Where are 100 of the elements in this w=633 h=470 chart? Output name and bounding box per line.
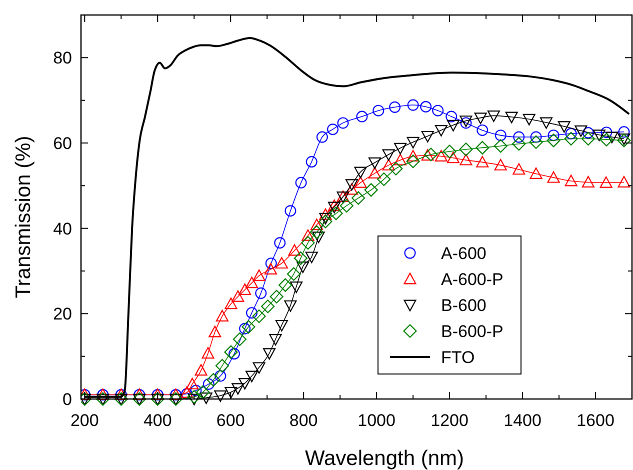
point bbox=[224, 345, 238, 359]
point bbox=[420, 100, 432, 112]
point bbox=[288, 244, 301, 256]
point bbox=[196, 385, 210, 399]
point bbox=[505, 112, 518, 124]
point bbox=[618, 126, 630, 138]
point bbox=[494, 158, 507, 170]
point bbox=[284, 205, 296, 217]
point bbox=[252, 362, 266, 374]
point bbox=[512, 137, 526, 151]
point bbox=[319, 212, 332, 224]
point bbox=[574, 125, 588, 137]
point bbox=[434, 124, 448, 136]
point bbox=[286, 267, 301, 281]
point bbox=[310, 225, 324, 239]
point bbox=[432, 104, 444, 116]
point bbox=[592, 130, 606, 142]
point bbox=[406, 154, 420, 168]
point bbox=[421, 130, 434, 142]
point bbox=[238, 284, 252, 296]
point bbox=[582, 127, 594, 139]
point bbox=[306, 156, 318, 168]
point bbox=[406, 150, 420, 162]
point bbox=[424, 148, 438, 162]
point bbox=[564, 132, 578, 146]
point bbox=[202, 378, 214, 390]
y-axis-title: Transmission (%) bbox=[12, 136, 35, 298]
point bbox=[187, 390, 201, 404]
point bbox=[278, 278, 292, 292]
point bbox=[606, 132, 618, 144]
x-tick-label: 400 bbox=[143, 411, 172, 430]
point bbox=[600, 176, 612, 188]
point bbox=[581, 132, 595, 146]
point bbox=[265, 258, 277, 270]
point bbox=[206, 373, 220, 387]
point bbox=[224, 386, 238, 398]
point bbox=[600, 132, 614, 146]
point bbox=[327, 124, 339, 136]
point bbox=[318, 214, 332, 228]
point bbox=[295, 176, 307, 188]
point bbox=[316, 131, 328, 143]
point bbox=[407, 99, 419, 111]
point bbox=[246, 307, 258, 319]
point bbox=[564, 174, 578, 186]
point bbox=[263, 348, 276, 360]
y-tick-label: 40 bbox=[53, 219, 72, 238]
point bbox=[255, 287, 267, 299]
point bbox=[345, 183, 358, 195]
point bbox=[459, 142, 473, 156]
point bbox=[476, 140, 490, 154]
legend-label: B-600 bbox=[441, 296, 486, 315]
x-tick-label: 1600 bbox=[576, 411, 614, 430]
point bbox=[328, 199, 341, 211]
point bbox=[394, 142, 407, 154]
point bbox=[186, 378, 199, 390]
x-tick-label: 800 bbox=[289, 411, 318, 430]
point bbox=[494, 130, 506, 142]
point bbox=[354, 166, 367, 178]
point bbox=[421, 149, 434, 161]
point bbox=[194, 364, 208, 376]
point bbox=[512, 163, 526, 175]
point bbox=[356, 110, 368, 122]
point bbox=[188, 394, 200, 406]
point bbox=[394, 154, 407, 166]
point bbox=[275, 320, 288, 332]
point bbox=[540, 117, 553, 129]
point bbox=[305, 252, 318, 264]
point bbox=[329, 206, 343, 220]
point bbox=[530, 131, 542, 143]
point bbox=[290, 282, 303, 294]
point bbox=[239, 322, 251, 334]
point bbox=[406, 136, 420, 148]
point bbox=[274, 237, 286, 249]
point bbox=[214, 370, 226, 382]
point bbox=[319, 208, 332, 220]
point bbox=[446, 110, 458, 122]
x-tick-label: 200 bbox=[70, 411, 99, 430]
point bbox=[565, 128, 577, 140]
point bbox=[208, 326, 222, 338]
point bbox=[216, 310, 228, 322]
point bbox=[513, 131, 525, 143]
point bbox=[190, 384, 202, 396]
point bbox=[270, 290, 284, 304]
point bbox=[232, 383, 244, 395]
point bbox=[382, 158, 395, 170]
point bbox=[310, 218, 323, 230]
x-tick-label: 1000 bbox=[358, 411, 396, 430]
point bbox=[618, 176, 630, 188]
point bbox=[364, 183, 378, 197]
point bbox=[238, 378, 252, 390]
point bbox=[312, 232, 325, 244]
point bbox=[302, 229, 314, 241]
point bbox=[261, 300, 275, 314]
point bbox=[377, 172, 391, 186]
point bbox=[246, 370, 258, 382]
point bbox=[252, 269, 266, 281]
point bbox=[582, 176, 594, 188]
point bbox=[558, 121, 570, 133]
point bbox=[284, 300, 297, 312]
point bbox=[264, 263, 278, 275]
